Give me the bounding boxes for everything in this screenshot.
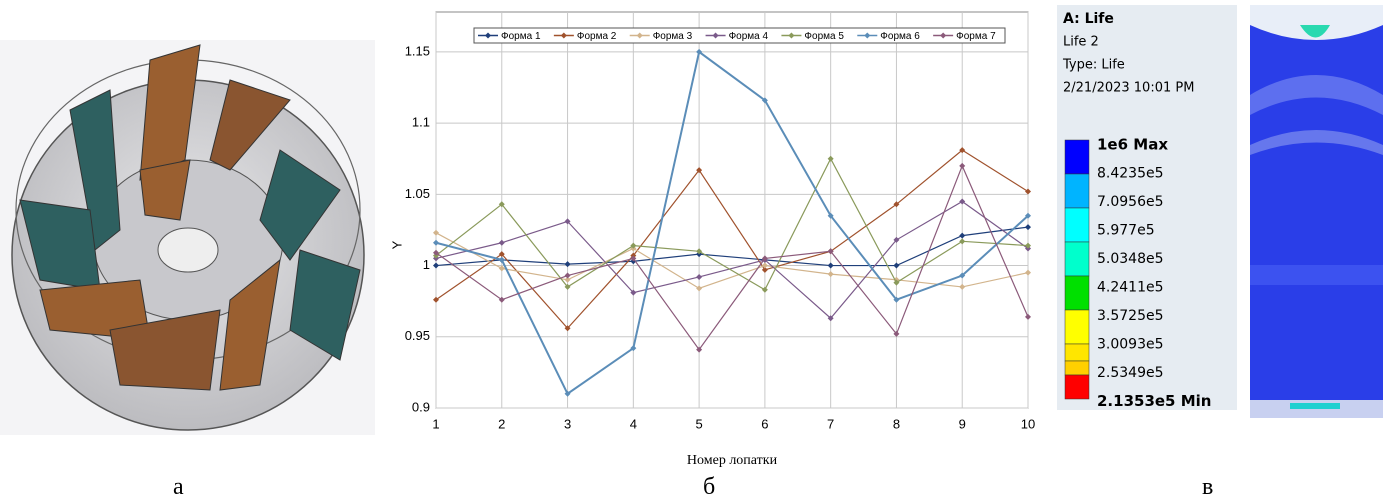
plot-area (436, 12, 1028, 408)
y-tick-label: 0.95 (405, 328, 430, 343)
line-chart: Y Номер лопатки 0.9 0.95 1 1.05 1.1 1.15 1 2 3 4 5… (0, 0, 1050, 470)
x-tick-label: 4 (630, 416, 637, 431)
level-label: 7.0956e5 (1097, 194, 1164, 210)
level-label: 5.977e5 (1097, 223, 1155, 239)
level-label: 1e6 Max (1097, 136, 1168, 154)
level-label: 5.0348e5 (1097, 251, 1164, 267)
x-tick-label: 10 (1021, 416, 1035, 431)
legend-label: Форма 5 (804, 31, 844, 42)
y-tick-label: 1.05 (405, 186, 430, 201)
contour-image (1250, 5, 1383, 418)
level-label: 4.2411e5 (1097, 280, 1164, 296)
x-tick-label: 2 (498, 416, 505, 431)
level-label: 3.5725e5 (1097, 308, 1164, 324)
x-tick-label: 8 (893, 416, 900, 431)
x-tick-label: 6 (761, 416, 768, 431)
legend-label: Форма 4 (729, 31, 769, 42)
y-axis-label: Y (389, 240, 404, 249)
level-label: 3.0093e5 (1097, 337, 1164, 353)
x-tick-label: 5 (695, 416, 702, 431)
panel-date: 2/21/2023 10:01 PM (1063, 81, 1194, 96)
result-legend: A: Life Life 2 Type: Life 2/21/2023 10:0… (1057, 5, 1237, 410)
x-tick-label: 1 (432, 416, 439, 431)
panel-type: Type: Life (1062, 58, 1125, 73)
level-label: 8.4235e5 (1097, 166, 1164, 182)
y-tick-label: 1.15 (405, 43, 430, 58)
legend-label: Форма 2 (577, 31, 617, 42)
figure: Y Номер лопатки 0.9 0.95 1 1.05 1.1 1.15 1 2 3 4 5… (0, 0, 1383, 497)
legend-label: Форма 6 (880, 31, 920, 42)
level-label: 2.5349e5 (1097, 365, 1164, 381)
x-tick-label: 7 (827, 416, 834, 431)
y-tick-label: 0.9 (412, 399, 430, 414)
legend-label: Форма 3 (653, 31, 693, 42)
legend-label: Форма 7 (956, 31, 996, 42)
legend-label: Форма 1 (501, 31, 541, 42)
y-tick-label: 1.1 (412, 115, 430, 130)
y-tick-label: 1 (423, 257, 430, 272)
x-tick-label: 9 (959, 416, 966, 431)
x-tick-label: 3 (564, 416, 571, 431)
level-label: 2.1353e5 Min (1097, 392, 1211, 410)
x-axis-label: Номер лопатки (687, 453, 778, 468)
panel-title: A: Life (1063, 11, 1114, 27)
panel-subtitle: Life 2 (1063, 35, 1099, 50)
